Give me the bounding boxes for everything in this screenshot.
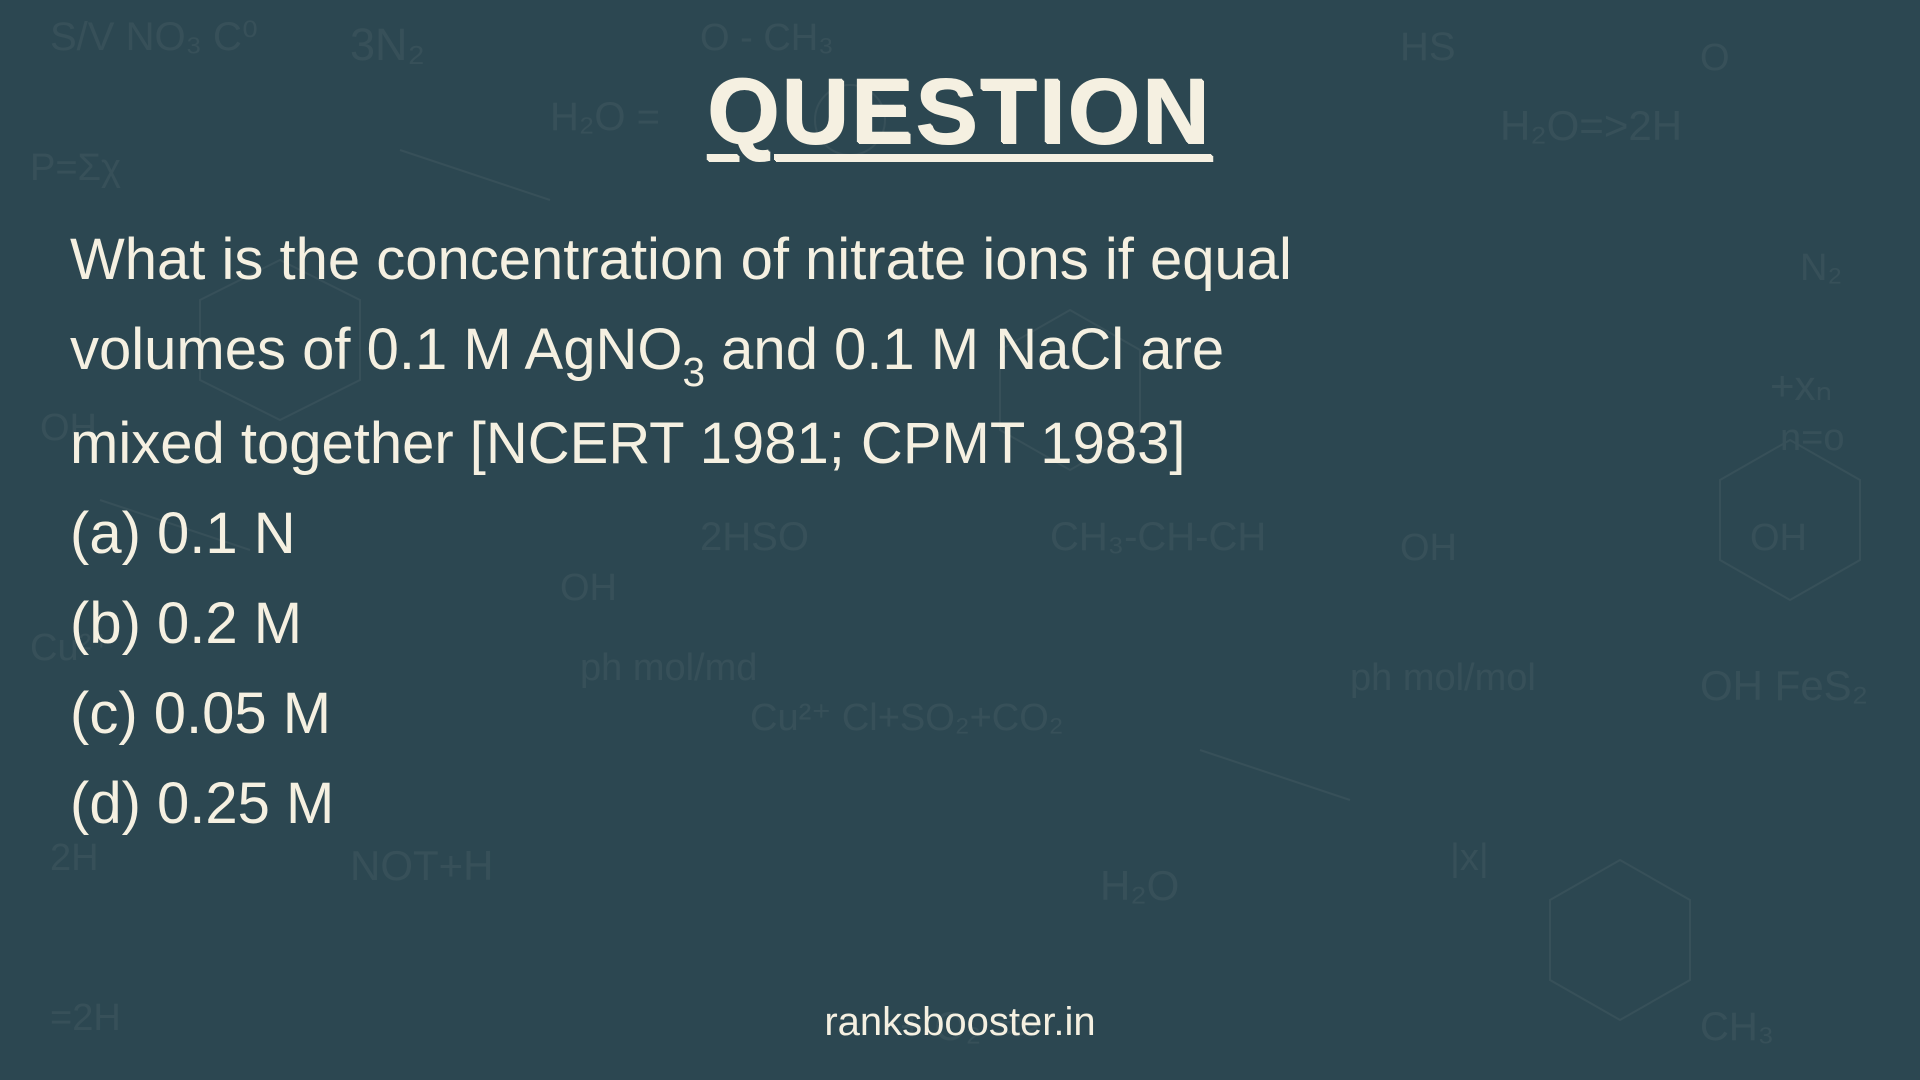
- question-line-1: What is the concentration of nitrate ion…: [70, 227, 1292, 292]
- question-heading: QUESTION: [70, 60, 1850, 165]
- question-text: What is the concentration of nitrate ion…: [70, 215, 1850, 489]
- footer-attribution: ranksbooster.in: [0, 1000, 1920, 1045]
- question-line-3: mixed together [NCERT 1981; CPMT 1983]: [70, 411, 1185, 476]
- options-list: (a) 0.1 N (b) 0.2 M (c) 0.05 M (d) 0.25 …: [70, 489, 1850, 849]
- option-a: (a) 0.1 N: [70, 489, 1850, 579]
- question-line-2-part1: volumes of 0.1 M AgNO: [70, 317, 682, 382]
- content-wrapper: QUESTION What is the concentration of ni…: [0, 0, 1920, 1080]
- option-b: (b) 0.2 M: [70, 579, 1850, 669]
- question-line-2-part2: and 0.1 M NaCl are: [705, 317, 1224, 382]
- option-c: (c) 0.05 M: [70, 669, 1850, 759]
- option-d: (d) 0.25 M: [70, 759, 1850, 849]
- subscript-3: 3: [682, 349, 705, 395]
